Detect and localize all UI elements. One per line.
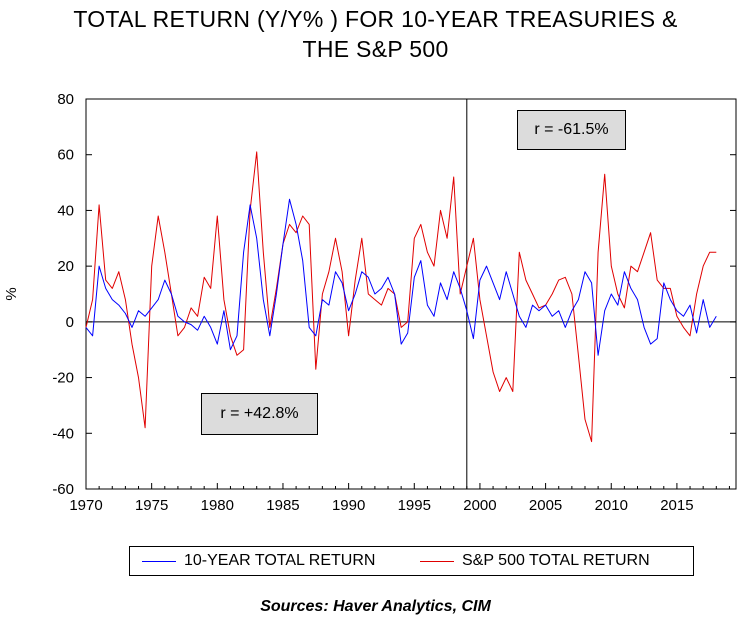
y-tick-label: -60 [52,481,74,498]
x-tick-label: 1995 [398,497,431,514]
x-tick-label: 1970 [69,497,102,514]
y-tick-label: 60 [57,147,74,164]
x-tick-label: 1985 [266,497,299,514]
plot-frame [85,98,737,490]
y-tick-label: -40 [52,425,74,442]
x-tick-label: 2005 [529,497,562,514]
series-line-sp500 [85,151,717,443]
annotation-r-treasury-post-1999: r = -61.5% [517,110,626,150]
chart-title-line2: THE S&P 500 [302,36,449,62]
source-note: Sources: Haver Analytics, CIM [260,598,491,615]
x-axis: 1970 1975 1980 1985 1990 1995 2000 2005 2010 2015 [69,483,730,514]
legend-swatch-10yr [142,560,176,562]
x-tick-label: 2000 [463,497,496,514]
y-tick-label: 40 [57,202,74,219]
y-axis-label: % [3,287,20,300]
x-tick-label: 1980 [201,497,234,514]
y-tick-label: -20 [52,370,74,387]
legend-item-sp500: S&P 500 TOTAL RETURN [420,552,650,570]
legend: 10-YEAR TOTAL RETURN S&P 500 TOTAL RETUR… [129,546,694,576]
annotation-r-pre-1999: r = +42.8% [201,393,318,435]
legend-label-sp500: S&P 500 TOTAL RETURN [462,552,650,569]
x-tick-label: 2010 [595,497,628,514]
series-line-10yr [85,198,717,356]
legend-item-10yr: 10-YEAR TOTAL RETURN [142,552,375,570]
y-tick-label: 20 [57,258,74,275]
y-tick-label: 80 [57,91,74,108]
legend-swatch-sp500 [420,560,454,562]
chart-title-line1: TOTAL RETURN (Y/Y% ) FOR 10-YEAR TREASUR… [73,6,678,32]
series-group [85,151,717,443]
x-tick-label: 1975 [135,497,168,514]
legend-label-10yr: 10-YEAR TOTAL RETURN [184,552,376,569]
y-axis: 80 60 40 20 0 -20 -40 -60 [52,91,736,498]
x-tick-label: 2015 [660,497,693,514]
y-tick-label: 0 [66,314,74,331]
x-tick-label: 1990 [332,497,365,514]
